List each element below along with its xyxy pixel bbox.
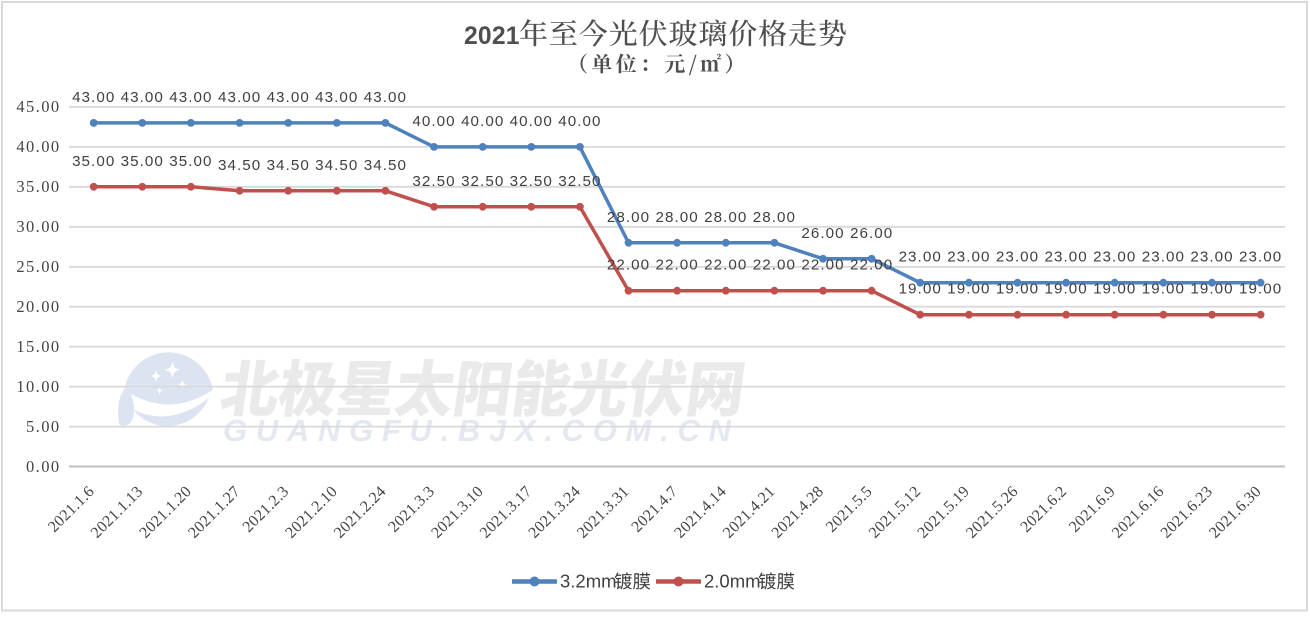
svg-text:35.00: 35.00 <box>169 153 212 170</box>
svg-text:22.00: 22.00 <box>655 257 698 274</box>
svg-text:0.00: 0.00 <box>26 457 60 476</box>
svg-text:19.00: 19.00 <box>1190 281 1233 298</box>
svg-text:2.0mm: 2.0mm <box>704 571 761 592</box>
svg-text:15.00: 15.00 <box>16 337 60 356</box>
svg-text:23.00: 23.00 <box>1093 249 1136 266</box>
svg-text:30.00: 30.00 <box>16 217 60 236</box>
svg-text:10.00: 10.00 <box>16 377 60 396</box>
svg-text:43.00: 43.00 <box>72 89 115 106</box>
svg-text:23.00: 23.00 <box>1044 249 1087 266</box>
svg-text:23.00: 23.00 <box>947 249 990 266</box>
svg-text:19.00: 19.00 <box>996 281 1039 298</box>
svg-text:28.00: 28.00 <box>704 209 747 226</box>
svg-text:22.00: 22.00 <box>753 257 796 274</box>
svg-text:2021: 2021 <box>464 23 520 50</box>
svg-text:43.00: 43.00 <box>315 89 358 106</box>
svg-text:22.00: 22.00 <box>850 257 893 274</box>
svg-text:19.00: 19.00 <box>1044 281 1087 298</box>
svg-text:GUANGFU.BJX.COM.CN: GUANGFU.BJX.COM.CN <box>223 413 740 448</box>
svg-text:40.00: 40.00 <box>510 113 553 130</box>
svg-text:34.50: 34.50 <box>364 157 407 174</box>
svg-text:28.00: 28.00 <box>607 209 650 226</box>
svg-text:19.00: 19.00 <box>947 281 990 298</box>
svg-text:32.50: 32.50 <box>461 173 504 190</box>
svg-text:43.00: 43.00 <box>364 89 407 106</box>
svg-text:22.00: 22.00 <box>607 257 650 274</box>
svg-text:26.00: 26.00 <box>801 225 844 242</box>
svg-text:19.00: 19.00 <box>1142 281 1185 298</box>
svg-text:32.50: 32.50 <box>510 173 553 190</box>
svg-text:40.00: 40.00 <box>558 113 601 130</box>
svg-text:20.00: 20.00 <box>16 297 60 316</box>
svg-text:45.00: 45.00 <box>16 97 60 116</box>
svg-text:3.2mm: 3.2mm <box>560 571 617 592</box>
svg-text:40.00: 40.00 <box>16 137 60 156</box>
svg-text:26.00: 26.00 <box>850 225 893 242</box>
svg-text:32.50: 32.50 <box>558 173 601 190</box>
svg-text:19.00: 19.00 <box>899 281 942 298</box>
svg-text:23.00: 23.00 <box>1239 249 1282 266</box>
svg-text:25.00: 25.00 <box>16 257 60 276</box>
svg-text:23.00: 23.00 <box>996 249 1039 266</box>
svg-text:34.50: 34.50 <box>315 157 358 174</box>
svg-text:23.00: 23.00 <box>1142 249 1185 266</box>
svg-text:40.00: 40.00 <box>461 113 504 130</box>
svg-text:19.00: 19.00 <box>1093 281 1136 298</box>
svg-text:34.50: 34.50 <box>218 157 261 174</box>
svg-text:43.00: 43.00 <box>121 89 164 106</box>
svg-text:19.00: 19.00 <box>1239 281 1282 298</box>
svg-text:32.50: 32.50 <box>412 173 455 190</box>
svg-text:5.00: 5.00 <box>26 417 60 436</box>
svg-text:43.00: 43.00 <box>218 89 261 106</box>
svg-text:28.00: 28.00 <box>655 209 698 226</box>
svg-text:22.00: 22.00 <box>801 257 844 274</box>
svg-text:43.00: 43.00 <box>267 89 310 106</box>
svg-text:35.00: 35.00 <box>121 153 164 170</box>
svg-text:22.00: 22.00 <box>704 257 747 274</box>
svg-text:28.00: 28.00 <box>753 209 796 226</box>
svg-text:34.50: 34.50 <box>267 157 310 174</box>
svg-text:35.00: 35.00 <box>72 153 115 170</box>
svg-text:40.00: 40.00 <box>412 113 455 130</box>
svg-text:23.00: 23.00 <box>899 249 942 266</box>
svg-text:35.00: 35.00 <box>16 177 60 196</box>
svg-text:23.00: 23.00 <box>1190 249 1233 266</box>
svg-text:43.00: 43.00 <box>169 89 212 106</box>
